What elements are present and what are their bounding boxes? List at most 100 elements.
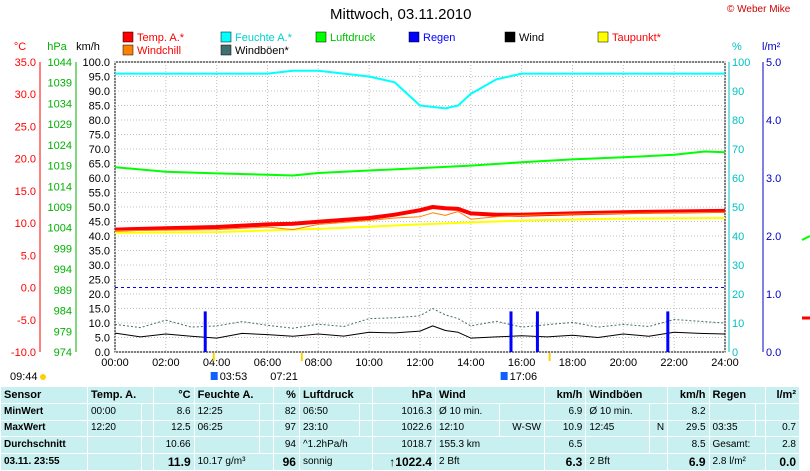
- legend-swatch: [220, 44, 232, 56]
- pressure-max-time: 23:10: [298, 419, 360, 438]
- humidity-tick-label: 60: [732, 173, 744, 185]
- gusts-bft: 2 Bft: [585, 453, 669, 471]
- temp-tick-label: 25.0: [15, 121, 36, 133]
- humidity-tick-label: 50: [732, 202, 744, 214]
- table-row: MaxWert 12:20 12.5 06:25 97 23:10 1022.6…: [0, 419, 800, 438]
- x-tick-label: 02:00: [152, 357, 180, 369]
- pressure-tick-label: 1034: [48, 98, 72, 110]
- wind-tick-label: 20.0: [89, 289, 110, 301]
- temp-current: 11.9: [153, 453, 195, 471]
- wind-max-dir: W-SW: [498, 419, 545, 438]
- legend-label: Regen: [423, 32, 455, 44]
- pressure-tick-label: 1044: [48, 57, 72, 69]
- humidity-tick-label: 70: [732, 144, 744, 156]
- x-tick-label: 20:00: [610, 357, 638, 369]
- legend-label: Windböen*: [235, 45, 290, 57]
- pressure-current: ↑1022.4: [372, 453, 436, 471]
- rain-bar: [509, 311, 513, 352]
- humidity-header: Feuchte A.: [193, 386, 275, 404]
- wind-unit-label: km/h: [76, 41, 100, 53]
- rain-day-total: 2.8 l/m²: [708, 453, 767, 471]
- pressure-tick-label: 1039: [48, 78, 72, 90]
- pressure-header: Luftdruck: [298, 386, 374, 404]
- legend-label: Wind: [519, 32, 544, 44]
- wind-tick-label: 25.0: [89, 275, 110, 287]
- windb-en-series-line: [114, 308, 726, 329]
- wind-series-line: [114, 325, 726, 339]
- sunrise-time: 03:53: [220, 371, 248, 383]
- temp-unit: °C: [153, 386, 195, 404]
- legend-label: Feuchte A.*: [235, 32, 293, 44]
- gusts-header: Windböen: [585, 386, 669, 404]
- temp-min: 8.6: [153, 402, 195, 421]
- row-label: MinWert: [0, 402, 88, 421]
- rain-unit-label: l/m²: [762, 41, 781, 53]
- humidity-current: 96: [273, 453, 300, 471]
- wind-bft: 2 Bft: [434, 453, 545, 471]
- wind-tick-label: 75.0: [89, 130, 110, 142]
- legend-label: Windchill: [137, 45, 181, 57]
- pressure-min: 1016.3: [372, 402, 436, 421]
- wind-tick-label: 10.0: [89, 318, 110, 330]
- wind-distance: 155.3 km: [434, 436, 545, 455]
- chart-title: Mittwoch, 03.11.2010: [330, 6, 472, 23]
- gusts-max: 29.5: [667, 419, 710, 438]
- humidity-tick-label: 30: [732, 260, 744, 272]
- pressure-min-time: 06:50: [298, 402, 360, 421]
- legend-swatch: [122, 44, 134, 56]
- gusts-max-dir: N: [649, 419, 669, 438]
- legend-swatch: [315, 31, 327, 43]
- x-tick-label: 10:00: [355, 357, 383, 369]
- wind-tick-label: 55.0: [89, 188, 110, 200]
- legend-label: Taupunkt*: [612, 32, 662, 44]
- sunrise-marker-tick: [212, 353, 215, 361]
- rain-tick-label: 4.0: [766, 115, 781, 127]
- x-tick-label: 16:00: [508, 357, 536, 369]
- moonset-icon: [500, 372, 508, 380]
- humidity-tick-label: 10: [732, 318, 744, 330]
- wind-header: Wind: [434, 386, 545, 404]
- pressure-tick-label: 974: [54, 347, 72, 359]
- pressure-unit: hPa: [372, 386, 436, 404]
- humidity-max: 97: [273, 419, 300, 438]
- row-label: 03.11. 23:55: [0, 453, 88, 471]
- wind-avg: 6.5: [543, 436, 587, 455]
- pressure-trend: ^1.2hPa/h: [298, 436, 374, 455]
- day-length-time: 09:44: [10, 371, 38, 383]
- temp-tick-label: 30.0: [15, 89, 36, 101]
- rain-header: Regen: [708, 386, 767, 404]
- x-tick-label: 06:00: [254, 357, 282, 369]
- rain-bar: [666, 311, 670, 352]
- pressure-forecast: sonnig: [298, 453, 374, 471]
- gusts-max-time: 12:45: [585, 419, 651, 438]
- rain-bar: [535, 311, 539, 352]
- rain-current: 0.0: [765, 453, 800, 471]
- temp-header: Temp. A.: [86, 386, 155, 404]
- humidity-tick-label: 0: [732, 347, 738, 359]
- taupunkt-series-line: [114, 217, 726, 234]
- temp-tick-label: 5.0: [21, 250, 36, 262]
- legend-label: Luftdruck: [330, 32, 376, 44]
- feuchte-a-series-line: [115, 69, 725, 110]
- temp-tick-label: 0.0: [21, 283, 36, 295]
- wind-tick-label: 90.0: [89, 86, 110, 98]
- wind-unit: km/h: [543, 386, 587, 404]
- humidity-unit-label: %: [732, 41, 742, 53]
- legend-swatch: [122, 31, 134, 43]
- pressure-tick-label: 1019: [48, 161, 72, 173]
- humidity-tick-label: 90: [732, 86, 744, 98]
- wind-tick-label: 30.0: [89, 260, 110, 272]
- gusts-min-label: Ø 10 min.: [585, 402, 651, 421]
- wind-tick-label: 95.0: [89, 72, 110, 84]
- luftdruck-series-line: [114, 150, 726, 177]
- wind-tick-label: 60.0: [89, 173, 110, 185]
- rain-tick-label: 3.0: [766, 173, 781, 185]
- temp-tick-label: 35.0: [15, 57, 36, 69]
- rain-total-label: Gesamt:: [708, 436, 767, 455]
- temp-max: 12.5: [153, 419, 195, 438]
- humidity-min-time: 12:25: [193, 402, 260, 421]
- moonrise-time: 07:21: [270, 371, 298, 383]
- temp-tick-label: -5.0: [17, 315, 36, 327]
- temp-a-series-line: [114, 205, 726, 232]
- rain-total: 2.8: [765, 436, 800, 455]
